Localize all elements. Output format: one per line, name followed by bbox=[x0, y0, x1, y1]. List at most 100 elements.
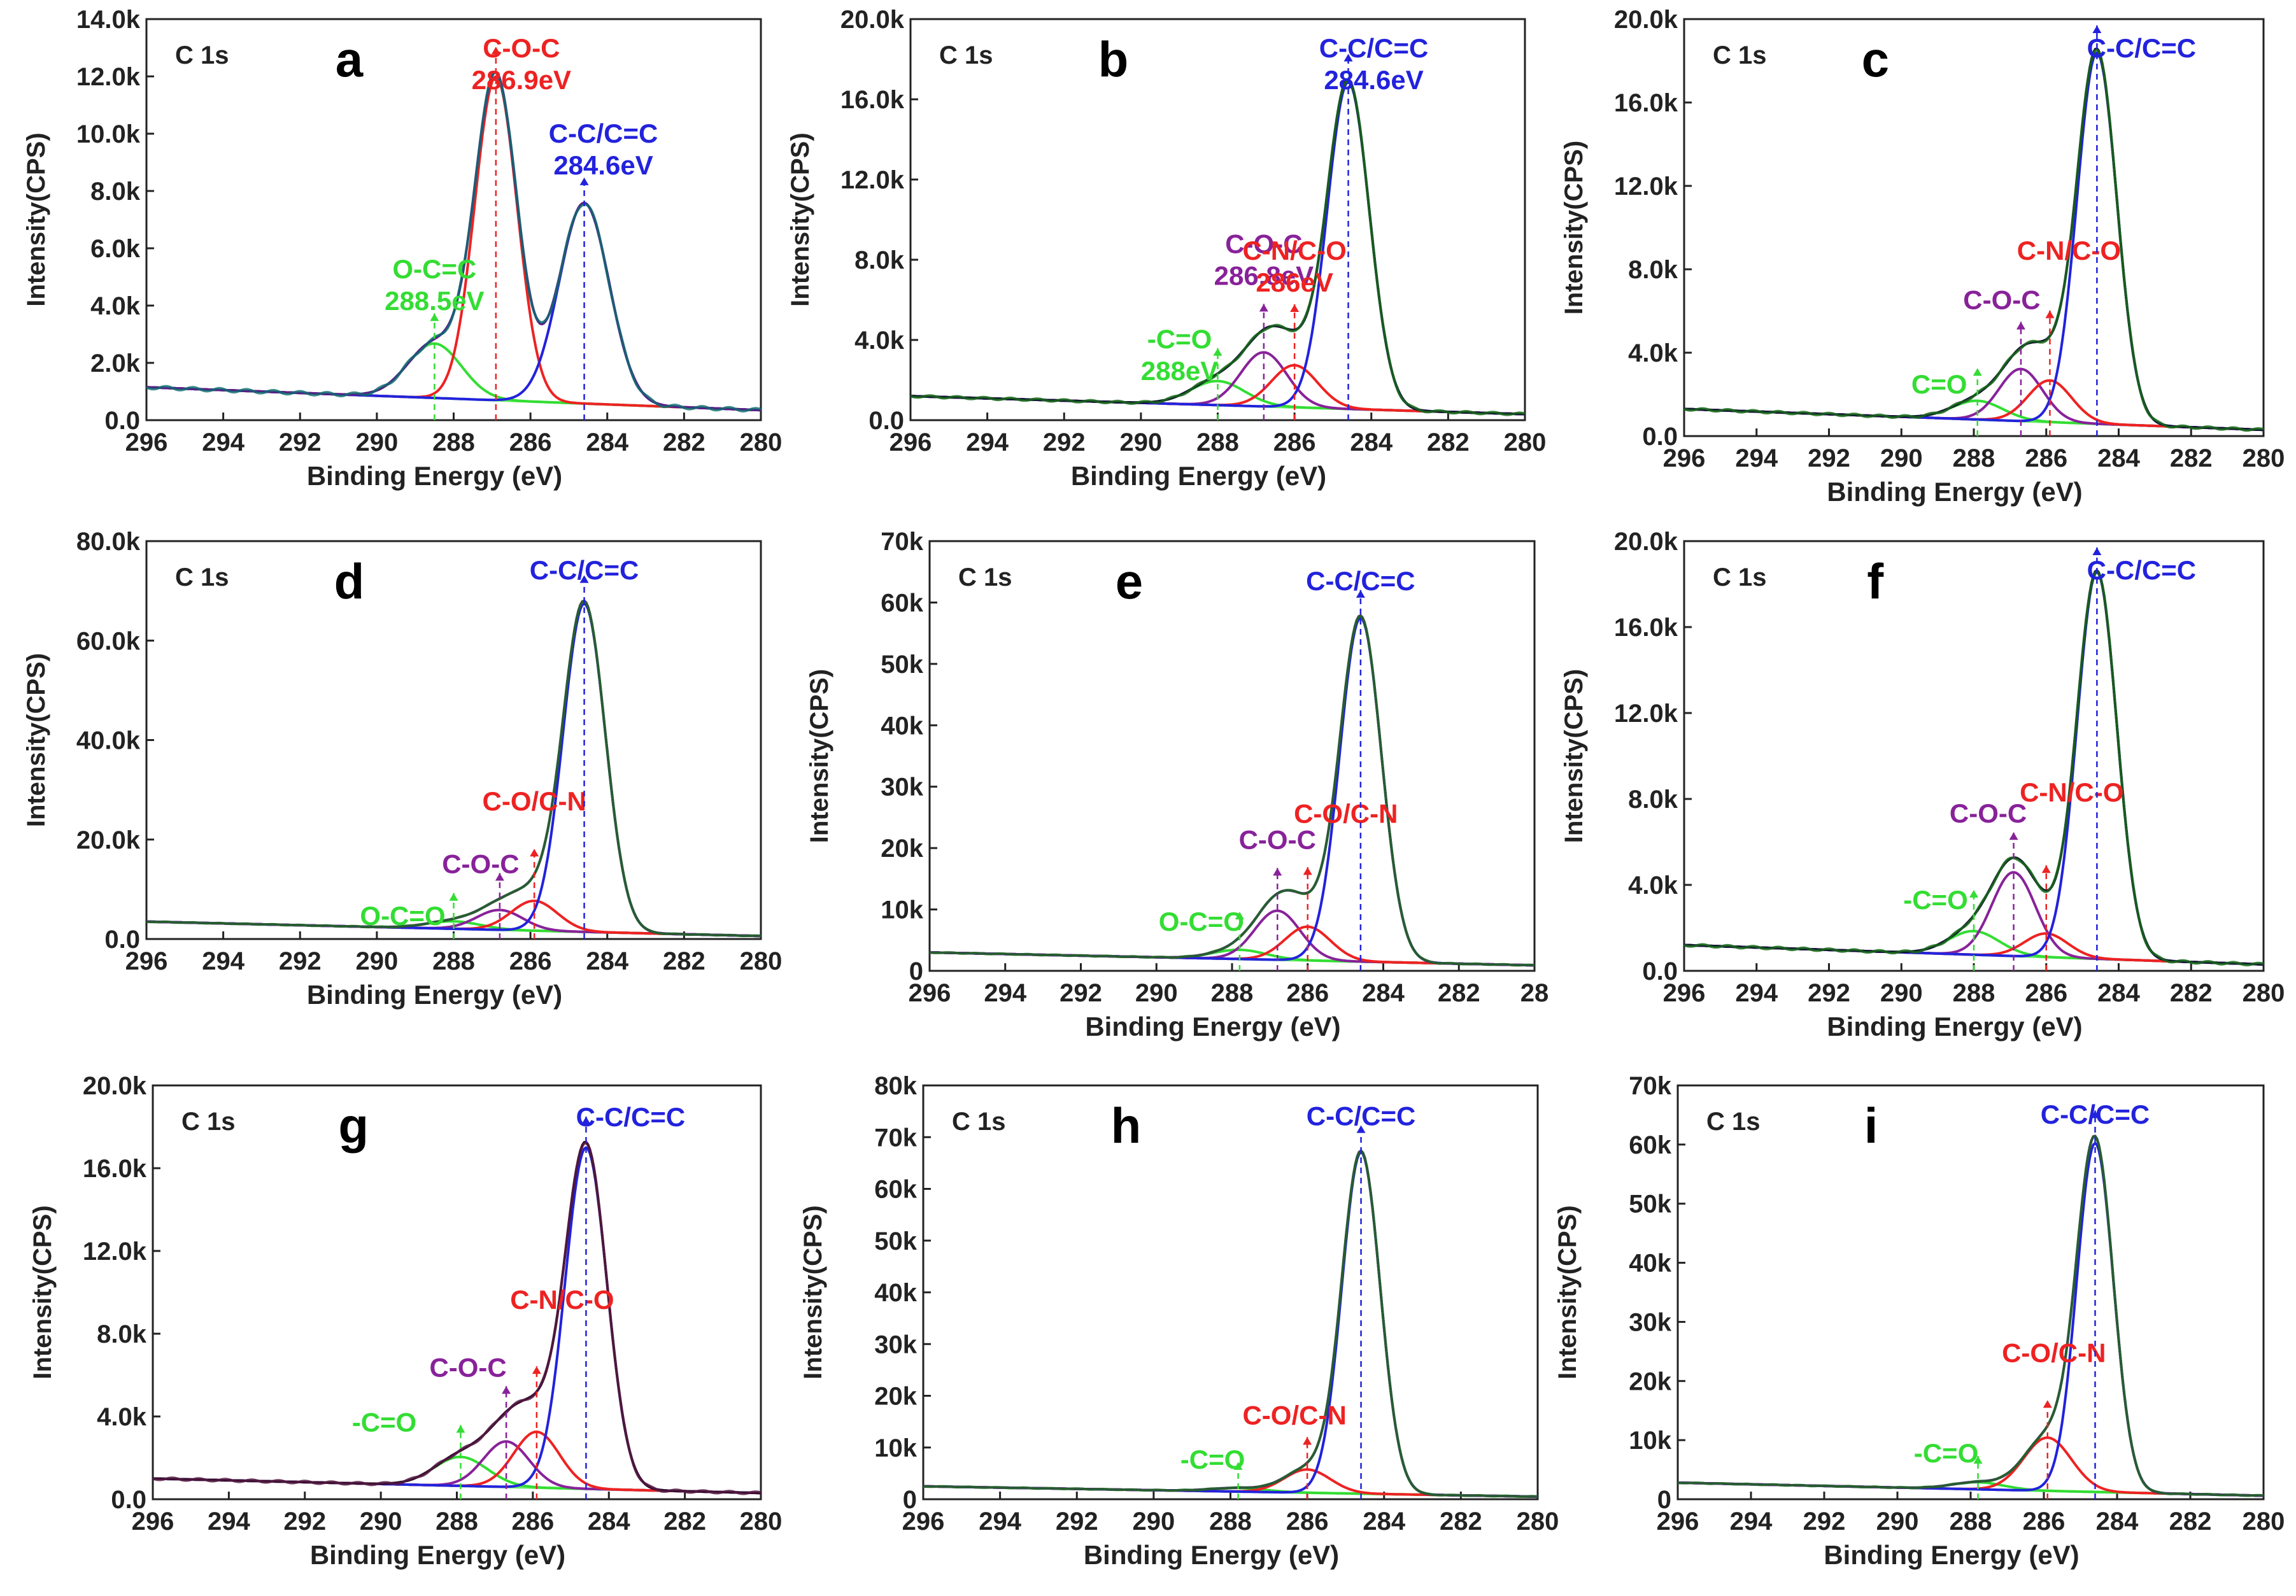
x-tick-label: 282 bbox=[1427, 428, 1470, 456]
x-tick-label: 292 bbox=[283, 1508, 326, 1536]
fitted-peak-component bbox=[152, 1146, 761, 1495]
y-tick-label: 0.0 bbox=[104, 407, 140, 435]
x-tick-label: 282 bbox=[1438, 979, 1480, 1007]
x-tick-label: 286 bbox=[2025, 444, 2067, 472]
y-tick-label: 8.0k bbox=[97, 1320, 147, 1348]
peak-arrow-icon bbox=[2009, 832, 2018, 840]
y-tick-label: 60k bbox=[874, 1176, 917, 1204]
x-tick-label: 280 bbox=[2243, 1508, 2285, 1536]
y-axis-title: Intensity(CPS) bbox=[805, 669, 833, 843]
chart-panel-g: 296 294 292 290 288 286 284 282 280 0.0 4.0k 8.0k 12… bbox=[29, 1072, 782, 1570]
peak-annotation: C-C/C=C bbox=[2087, 33, 2197, 63]
peak-arrow-icon bbox=[579, 177, 589, 185]
y-tick-label: 0 bbox=[1657, 1486, 1671, 1514]
plot-frame bbox=[145, 540, 762, 940]
x-tick-label: 292 bbox=[1808, 979, 1850, 1007]
x-tick-label: 288 bbox=[432, 947, 475, 975]
x-tick-label: 296 bbox=[1663, 979, 1706, 1007]
plot-frame bbox=[1676, 1084, 2265, 1501]
peak-annotation: C-C/C=C bbox=[2041, 1099, 2150, 1129]
x-tick-label: 288 bbox=[1209, 1508, 1252, 1536]
y-tick-label: 12.0k bbox=[1614, 700, 1678, 728]
panel-letter: f bbox=[1867, 553, 1884, 609]
y-axis-title: Intensity(CPS) bbox=[1560, 141, 1588, 314]
y-tick-label: 20k bbox=[881, 835, 923, 863]
y-axis-title: Intensity(CPS) bbox=[786, 132, 814, 306]
x-tick-label: 292 bbox=[1803, 1508, 1846, 1536]
panel-letter: c bbox=[1862, 31, 1889, 87]
y-tick-label: 12.0k bbox=[76, 63, 141, 91]
x-axis-title: Binding Energy (eV) bbox=[1827, 1012, 2082, 1042]
envelope-curve bbox=[152, 1140, 761, 1495]
peak-annotation: 286eV bbox=[1256, 267, 1333, 297]
x-tick-label: 286 bbox=[512, 1508, 555, 1536]
peak-arrow-icon bbox=[2090, 1110, 2100, 1119]
spectrum-label: C 1s bbox=[175, 563, 229, 591]
chart-panel-h: 296 294 292 290 288 286 284 282 280 0 10k 20k 30k 40k… bbox=[799, 1072, 1559, 1570]
x-tick-label: 284 bbox=[586, 947, 628, 975]
y-tick-label: 8.0k bbox=[1628, 786, 1678, 814]
peak-arrow-icon bbox=[502, 1386, 511, 1394]
y-tick-label: 8.0k bbox=[1628, 256, 1678, 284]
y-tick-label: 20.0k bbox=[83, 1072, 147, 1100]
peak-annotation: C-O-C bbox=[483, 33, 560, 63]
peak-arrow-icon bbox=[1259, 304, 1268, 312]
x-tick-label: 290 bbox=[356, 428, 399, 456]
spectrum-label: C 1s bbox=[1713, 563, 1767, 591]
spectrum-label: C 1s bbox=[1706, 1108, 1761, 1136]
x-tick-label: 284 bbox=[586, 428, 628, 456]
x-tick-label: 286 bbox=[1286, 1508, 1329, 1536]
panel-letter: a bbox=[336, 31, 364, 87]
y-tick-label: 70k bbox=[881, 528, 923, 556]
peak-annotation: C-O-C bbox=[429, 1352, 506, 1382]
peak-arrow-icon bbox=[495, 873, 504, 881]
y-tick-label: 10.0k bbox=[76, 120, 141, 148]
peak-arrow-icon bbox=[2016, 321, 2025, 330]
panel-letter: h bbox=[1111, 1098, 1142, 1154]
peak-arrow-icon bbox=[1235, 912, 1244, 920]
peak-annotation: C-O/C-N bbox=[2002, 1338, 2106, 1367]
y-tick-label: 80.0k bbox=[76, 528, 141, 556]
raw-spectrum bbox=[146, 600, 762, 938]
x-tick-label: 280 bbox=[740, 1508, 783, 1536]
fitted-peak-component bbox=[1683, 51, 2264, 432]
peak-arrow-icon bbox=[1343, 53, 1353, 62]
x-axis-title: Binding Energy (eV) bbox=[307, 980, 562, 1010]
y-tick-label: 40.0k bbox=[76, 727, 141, 755]
y-tick-label: 16.0k bbox=[83, 1155, 147, 1183]
y-tick-label: 0 bbox=[903, 1486, 917, 1514]
y-tick-label: 6.0k bbox=[90, 235, 141, 263]
peak-arrow-icon bbox=[1973, 1456, 1983, 1464]
y-tick-label: 8.0k bbox=[90, 178, 141, 206]
x-tick-label: 282 bbox=[1440, 1508, 1482, 1536]
y-tick-label: 4.0k bbox=[90, 292, 141, 320]
y-tick-label: 10k bbox=[874, 1434, 917, 1462]
spectrum-label: C 1s bbox=[958, 563, 1012, 591]
fitted-peak-component bbox=[1683, 367, 2264, 432]
y-tick-label: 20.0k bbox=[840, 6, 905, 34]
x-tick-label: 290 bbox=[1120, 428, 1163, 456]
x-tick-label: 280 bbox=[2243, 444, 2285, 472]
plot-frame bbox=[922, 1084, 1539, 1501]
peak-annotation: C-N/C-O bbox=[1242, 236, 1346, 265]
spectrum-label: C 1s bbox=[1713, 41, 1767, 69]
peak-annotation: C-O/C-N bbox=[1242, 1400, 1346, 1430]
chart-panel-f: 296 294 292 290 288 286 284 282 280 0.0 4.0k 8.0k 12… bbox=[1560, 528, 2285, 1042]
peak-annotation: O-C=O bbox=[360, 901, 445, 931]
x-tick-label: 288 bbox=[1953, 979, 1995, 1007]
x-tick-label: 294 bbox=[1735, 979, 1778, 1007]
peak-annotation: C-O-C bbox=[1950, 798, 2027, 828]
y-tick-label: 20k bbox=[1629, 1367, 1671, 1395]
panel-letter: e bbox=[1116, 553, 1143, 609]
y-tick-label: 30k bbox=[874, 1331, 917, 1359]
x-tick-label: 296 bbox=[902, 1508, 945, 1536]
x-tick-label: 294 bbox=[208, 1508, 250, 1536]
peak-annotation: 286.9eV bbox=[472, 65, 571, 95]
x-tick-label: 284 bbox=[2096, 1508, 2139, 1536]
x-tick-label: 288 bbox=[436, 1508, 478, 1536]
y-tick-label: 14.0k bbox=[76, 6, 141, 34]
peak-arrow-icon bbox=[1303, 867, 1312, 875]
x-tick-label: 282 bbox=[2170, 979, 2213, 1007]
x-tick-label: 284 bbox=[588, 1508, 630, 1536]
